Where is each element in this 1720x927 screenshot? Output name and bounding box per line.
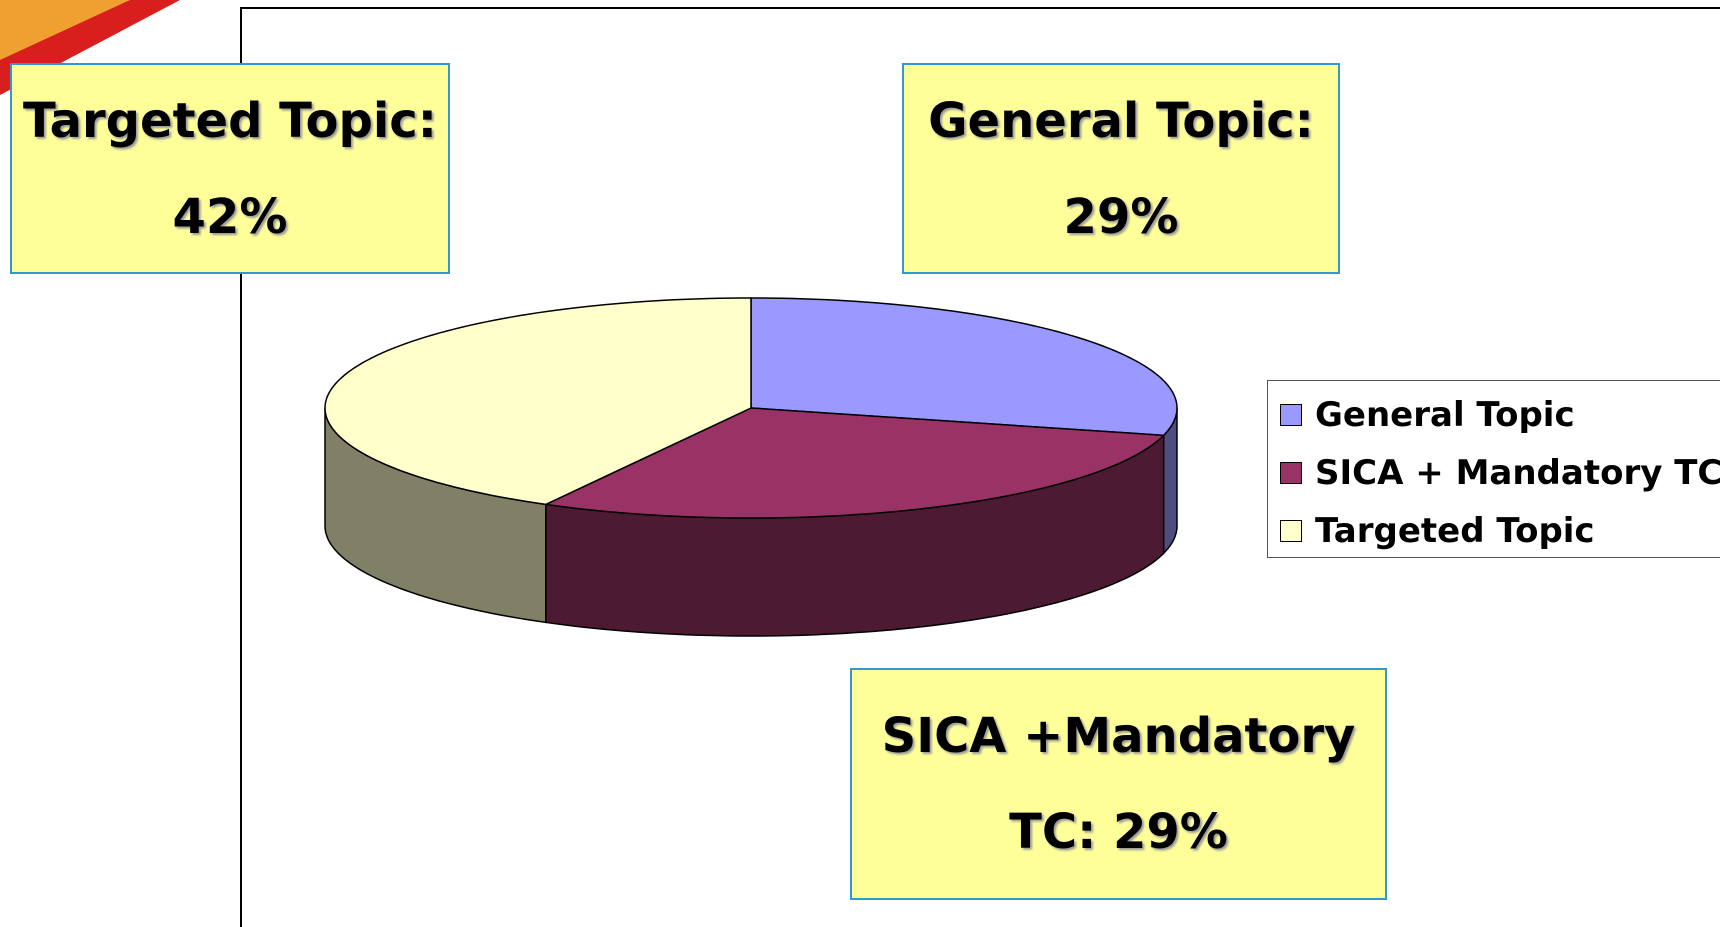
legend-label: SICA + Mandatory TC: [1315, 453, 1720, 493]
legend-label: General Topic: [1315, 395, 1575, 435]
pie-slice: [750, 297, 1178, 437]
annotation-box: General Topic: 29%: [902, 63, 1340, 274]
legend-label: Targeted Topic: [1315, 511, 1595, 551]
annotation-box: SICA +Mandatory TC: 29%: [850, 668, 1387, 900]
legend-entry: Targeted Topic: [1280, 511, 1595, 551]
pie: [324, 297, 1178, 637]
annotation-box: Targeted Topic: 42%: [10, 63, 450, 274]
pie-slice: [543, 407, 1166, 519]
legend-entry: General Topic: [1280, 395, 1575, 435]
legend: General Topic SICA + Mandatory TC Targeted…: [1267, 380, 1720, 558]
pie-slice: [324, 297, 752, 506]
legend-swatch: [1280, 404, 1302, 426]
legend-entry: SICA + Mandatory TC: [1280, 453, 1720, 493]
legend-swatch: [1280, 462, 1302, 484]
legend-swatch: [1280, 520, 1302, 542]
plot-frame: [240, 7, 1720, 927]
corner-decoration: [0, 0, 130, 60]
